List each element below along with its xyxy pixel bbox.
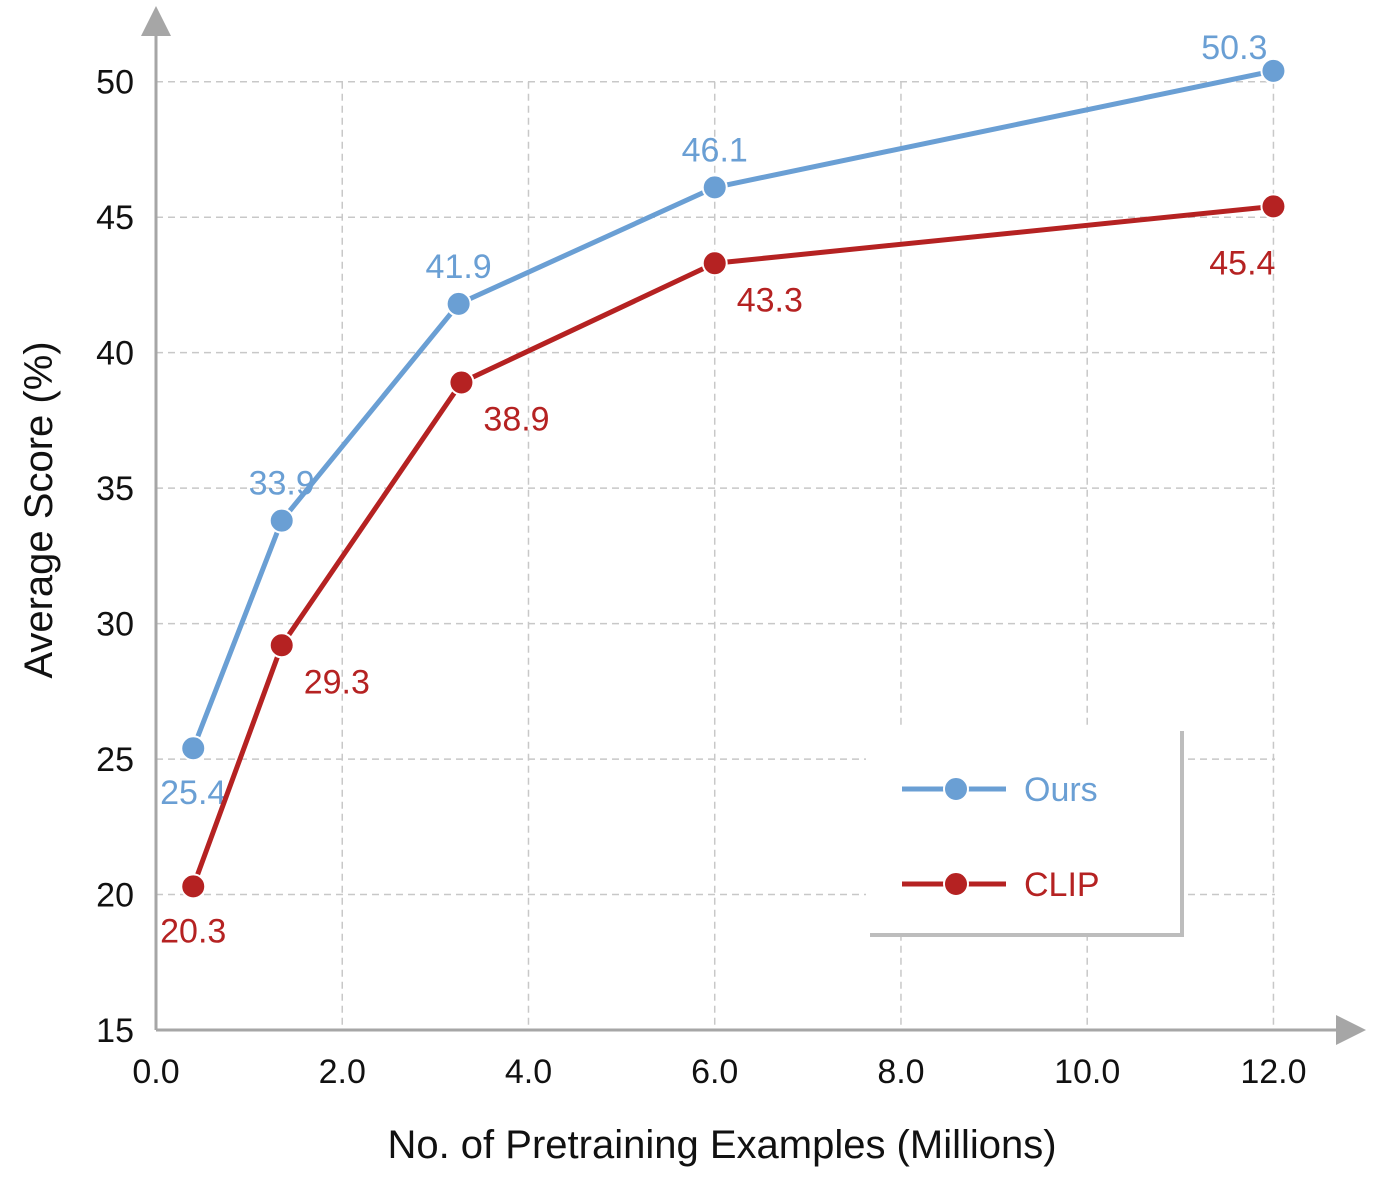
y-tick-label: 25 xyxy=(96,741,134,779)
data-label-clip: 29.3 xyxy=(304,663,370,701)
data-point-clip xyxy=(268,632,295,659)
data-point-ours xyxy=(445,290,472,317)
x-tick-label: 8.0 xyxy=(877,1053,924,1091)
grid xyxy=(156,80,1275,1030)
data-point-clip xyxy=(701,250,728,277)
data-label-clip: 43.3 xyxy=(737,281,803,319)
y-tick-label: 30 xyxy=(96,606,134,644)
data-point-ours xyxy=(1260,57,1287,84)
data-point-clip xyxy=(180,873,207,900)
series: 25.4 33.9 41.9 46.1 50.3 20.3 29.3 38.9 43.3 45.4 xyxy=(160,29,1287,950)
data-label-clip: 20.3 xyxy=(160,912,226,950)
data-label-clip: 38.9 xyxy=(483,400,549,438)
data-point-clip xyxy=(448,369,475,396)
y-tick-label: 45 xyxy=(96,199,134,237)
x-axis-arrow xyxy=(1336,1015,1366,1045)
legend: Ours CLIP xyxy=(866,727,1184,937)
x-tick-label: 12.0 xyxy=(1240,1053,1306,1091)
data-point-clip xyxy=(1260,193,1287,220)
x-tick-label: 0.0 xyxy=(132,1053,179,1091)
legend-label-ours: Ours xyxy=(1024,771,1098,809)
data-label-ours: 50.3 xyxy=(1201,29,1267,67)
x-tick-label: 6.0 xyxy=(691,1053,738,1091)
data-label-ours: 41.9 xyxy=(426,248,492,286)
x-tick-label: 2.0 xyxy=(319,1053,366,1091)
legend-label-clip: CLIP xyxy=(1024,866,1100,904)
y-tick-label: 40 xyxy=(96,335,134,373)
x-tick-label: 10.0 xyxy=(1054,1053,1120,1091)
data-point-ours xyxy=(701,174,728,201)
y-tick-label: 50 xyxy=(96,64,134,102)
x-tick-label: 4.0 xyxy=(505,1053,552,1091)
legend-marker-ours xyxy=(943,776,969,802)
y-tick-label: 15 xyxy=(96,1012,134,1050)
y-axis-arrow xyxy=(141,6,171,36)
y-tick-label: 35 xyxy=(96,470,134,508)
axes: 15 20 25 30 35 40 45 50 0.0 2.0 4.0 6.0 8.0 10.0 12.0 xyxy=(96,6,1366,1091)
data-label-ours: 33.9 xyxy=(249,465,315,503)
data-label-ours: 25.4 xyxy=(160,774,226,812)
data-point-ours xyxy=(180,735,207,762)
y-tick-label: 20 xyxy=(96,877,134,915)
y-axis-title: Average Score (%) xyxy=(17,341,61,678)
data-point-ours xyxy=(268,507,295,534)
x-axis-title: No. of Pretraining Examples (Millions) xyxy=(387,1123,1056,1167)
legend-box xyxy=(866,727,1180,933)
series-line-ours xyxy=(190,68,1274,750)
data-label-ours: 46.1 xyxy=(682,131,748,169)
data-label-clip: 45.4 xyxy=(1209,244,1275,282)
legend-marker-clip xyxy=(943,871,969,897)
